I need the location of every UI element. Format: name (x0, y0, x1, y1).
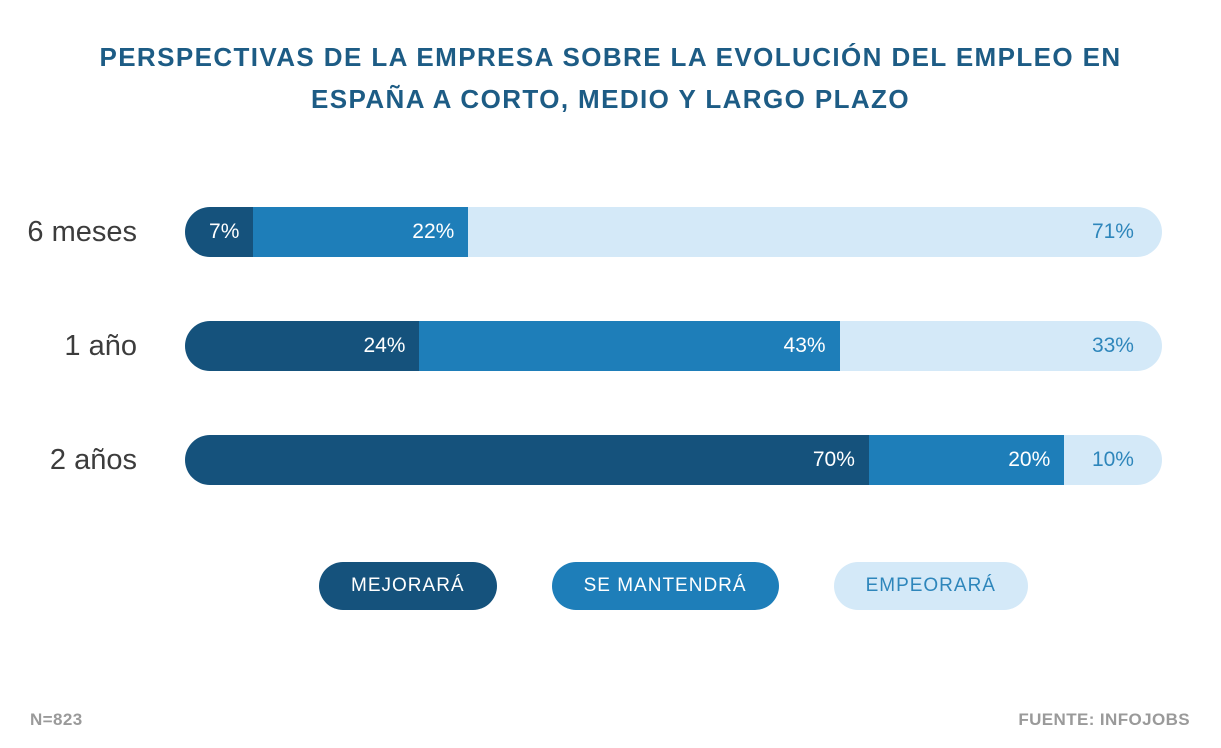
bar-segment: 22% (253, 207, 469, 257)
sample-size-label: N=823 (30, 710, 83, 729)
chart-title-line2: ESPAÑA A CORTO, MEDIO Y LARGO PLAZO (311, 84, 910, 114)
value-label: 22% (412, 220, 455, 243)
chart-legend: MEJORARÁ SE MANTENDRÁ EMPEORARÁ (185, 562, 1162, 610)
legend-pill: EMPEORARÁ (833, 562, 1028, 610)
stacked-bar: 7% 22% 71% (185, 207, 1162, 257)
bar-segment: 33% (839, 321, 1162, 371)
value-label: 70% (812, 448, 855, 471)
legend-pill: MEJORARÁ (319, 562, 497, 610)
bar-segment: 70% (185, 435, 869, 485)
bar-row: 2 años 70% 20% 10% (0, 435, 1162, 485)
source-label: FUENTE: INFOJOBS (1018, 710, 1190, 729)
value-label: 7% (209, 220, 240, 243)
bar-segment: 7% (185, 207, 254, 257)
bar-segment: 10% (1064, 435, 1162, 485)
bar-segment: 43% (419, 321, 840, 371)
stacked-bar: 24% 43% 33% (185, 321, 1162, 371)
value-label: 20% (1008, 448, 1051, 471)
legend-pill: SE MANTENDRÁ (551, 562, 779, 610)
category-label: 2 años (49, 443, 137, 476)
stacked-bar-chart: 6 meses 7% 22% 71% 1 año 24% 43% 33% 2 años 70% 20… (0, 207, 1162, 485)
chart-title-line1: PERSPECTIVAS DE LA EMPRESA SOBRE LA EVOL… (99, 42, 1122, 72)
category-label: 1 año (64, 329, 137, 362)
bar-segment: 24% (185, 321, 420, 371)
value-label: 10% (1091, 448, 1134, 471)
value-label: 71% (1091, 220, 1134, 243)
bar-segment: 20% (868, 435, 1065, 485)
value-label: 33% (1091, 334, 1134, 357)
bar-row: 1 año 24% 43% 33% (0, 321, 1162, 371)
stacked-bar: 70% 20% 10% (185, 435, 1162, 485)
bar-row: 6 meses 7% 22% 71% (0, 207, 1162, 257)
bar-segment: 71% (468, 207, 1162, 257)
category-label: 6 meses (27, 215, 137, 248)
value-label: 43% (783, 334, 826, 357)
chart-title: PERSPECTIVAS DE LA EMPRESA SOBRE LA EVOL… (0, 36, 1221, 120)
value-label: 24% (363, 334, 406, 357)
